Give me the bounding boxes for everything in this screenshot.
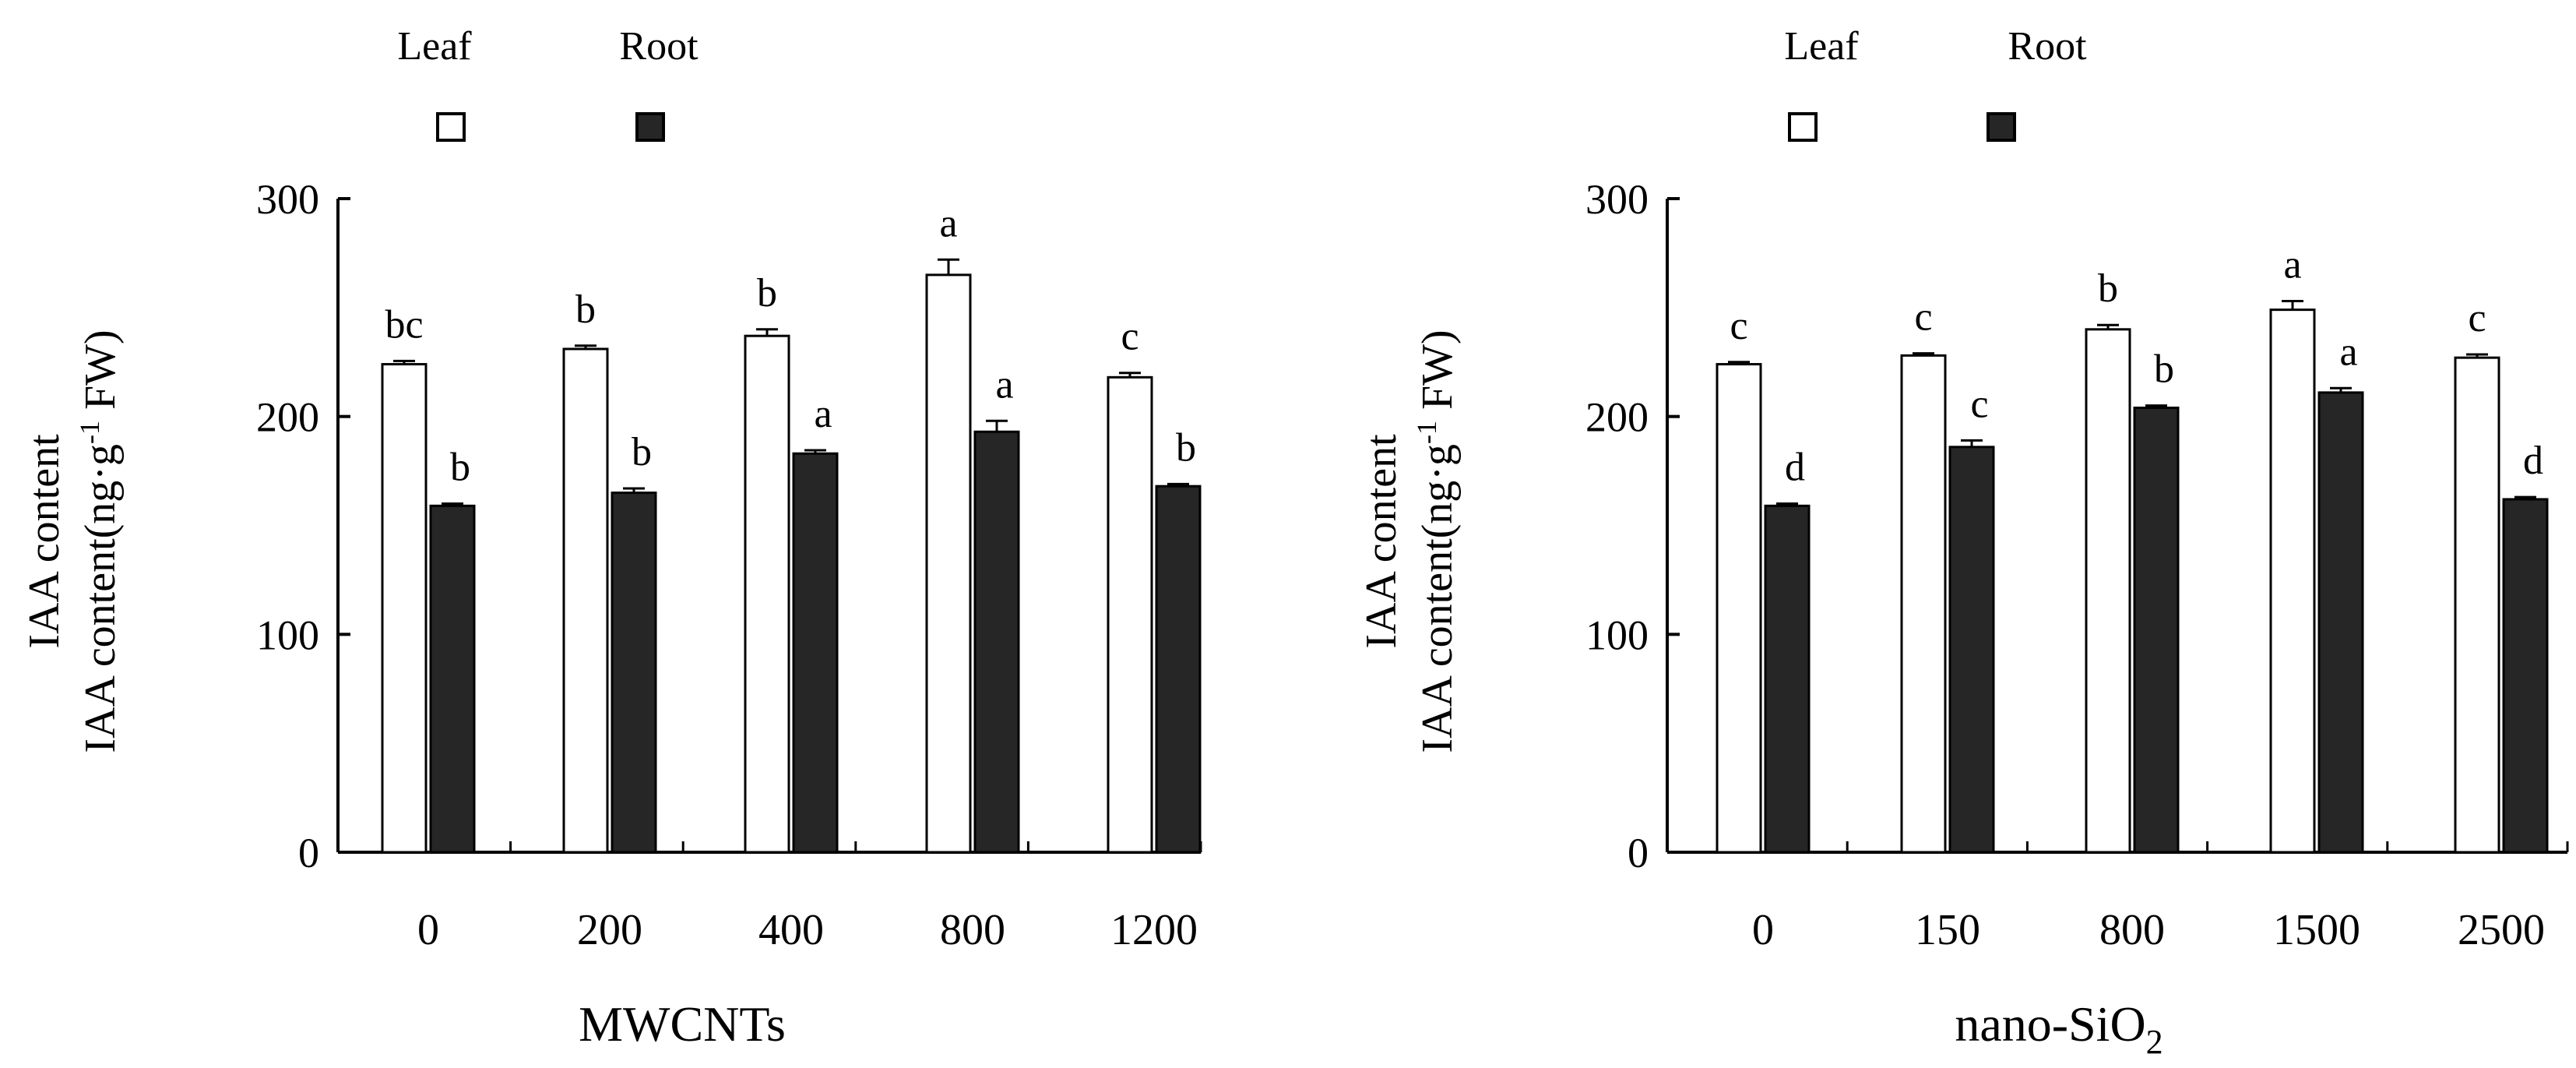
bar-leaf [2269,308,2316,854]
bar-leaf [562,347,609,854]
x-tick-label: 400 [758,906,824,954]
x-tick-label: 1200 [1110,906,1198,954]
significance-letter: b [575,287,596,332]
x-tick-label: 150 [1915,906,1980,954]
bar-root [973,430,1020,854]
significance-letter: b [1176,425,1196,470]
x-axis-title: MWCNTs [579,996,786,1052]
significance-letter: b [2154,347,2174,392]
significance-letter: a [995,362,1013,407]
significance-letter: a [2283,242,2301,287]
y-axis-title-sup: -1 [74,421,105,444]
bar-leaf [925,273,972,854]
x-axis-title-sub: 2 [2146,1023,2163,1061]
bar-leaf [2454,356,2500,854]
significance-letter: d [1785,446,1805,490]
bar-root [1764,504,1811,854]
x-tick-label: 0 [417,906,439,954]
bar-leaf [381,363,428,854]
legend-swatch-root [1987,112,2016,142]
bar-root [2317,391,2364,854]
legend-label-leaf: Leaf [397,24,472,69]
y-tick-label: 100 [256,612,319,658]
significance-letter: bc [385,302,423,347]
x-tick-label: 1500 [2273,906,2360,954]
significance-letter: a [2339,330,2357,374]
significance-letter: b [450,446,470,490]
y-axis-title-prefix: IAA content(ng·g [1413,444,1462,753]
significance-letter: b [2098,266,2118,311]
y-axis-title-suffix: FW) [76,330,125,421]
significance-letter: a [814,392,832,436]
y-tick-label: 300 [256,176,319,223]
bar-root [429,504,476,854]
bar-leaf [1716,363,1762,854]
bar-root [1155,485,1202,854]
y-axis-title-prefix: IAA content(ng·g [76,444,125,753]
significance-letter: c [1970,382,1988,426]
bar-leaf [1900,354,1947,854]
significance-letter: b [757,271,777,315]
x-tick-label: 800 [940,906,1005,954]
y-axis-title-line1: IAA content [20,434,69,649]
y-axis-title-line2: IAA content(ng·g-1 FW) [1411,330,1462,753]
bar-leaf [2085,328,2131,854]
x-tick-label: 0 [1752,906,1774,954]
y-tick-label: 0 [298,830,319,876]
y-axis-title: IAA content IAA content(ng·g-1 FW) [1357,330,1462,753]
legend-swatch-leaf [1788,112,1818,142]
legend-swatch-root [635,112,665,142]
bar-root [792,452,839,854]
y-axis-title-suffix: FW) [1413,330,1462,421]
bar-root [1948,446,1995,854]
y-axis-title-sup: -1 [1411,421,1442,444]
bar-root [2502,498,2549,854]
x-tick-label: 800 [2099,906,2165,954]
significance-letter: d [2523,439,2543,483]
y-tick-label: 300 [1585,176,1649,223]
legend-label-leaf: Leaf [1784,24,1859,69]
significance-letter: c [1121,315,1138,359]
chart-nano-sio2: Leaf Root IAA content IAA content(ng·g-1… [1357,24,2569,1061]
significance-letter: c [1730,304,1747,348]
y-tick-label: 0 [1628,830,1649,876]
y-axis-title-line1: IAA content [1357,434,1406,649]
legend-label-root: Root [2008,24,2087,69]
bar-leaf [1107,375,1153,854]
significance-letter: c [1914,295,1932,340]
y-tick-label: 200 [256,394,319,441]
significance-letter: a [939,201,957,245]
y-tick-label: 100 [1585,612,1649,658]
legend: Leaf Root [1784,24,2087,142]
significance-letter: b [632,430,652,474]
plot-area: 0 100 200 300 bc b 0 b b 200 b a 400 a a 800 c b 1200 [256,176,1202,954]
bar-root [2133,406,2180,854]
x-axis-title-main: nano-SiO [1955,996,2145,1052]
x-axis-title: nano-SiO2 [1955,996,2163,1061]
y-axis-title: IAA content IAA content(ng·g-1 FW) [20,330,125,753]
bar-root [611,492,657,854]
legend-swatch-leaf [436,112,466,142]
y-tick-label: 200 [1585,394,1649,441]
x-tick-label: 200 [577,906,642,954]
chart-mwcnts: Leaf Root IAA content IAA content(ng·g-1… [20,24,1202,1052]
bar-leaf [744,334,790,854]
x-tick-label: 2500 [2458,906,2545,954]
legend-label-root: Root [619,24,699,69]
legend: Leaf Root [397,24,699,142]
significance-letter: c [2468,296,2486,340]
y-axis-title-line2: IAA content(ng·g-1 FW) [74,330,125,753]
